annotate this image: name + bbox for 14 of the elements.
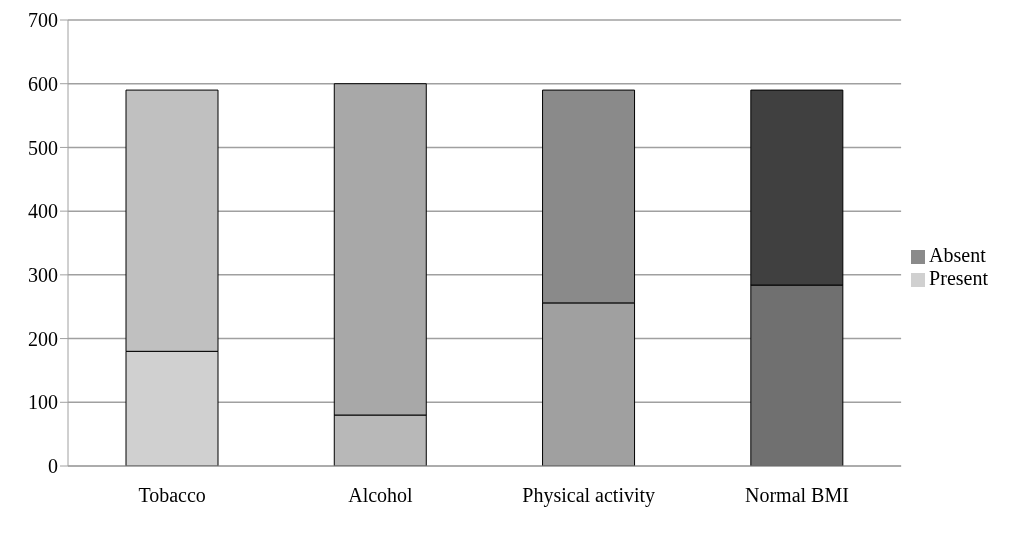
x-tick-label: Tobacco: [138, 484, 206, 507]
y-tick-label: 600: [28, 72, 58, 95]
y-tick-label: 400: [28, 200, 58, 223]
y-tick-label: 200: [28, 327, 58, 350]
y-tick-label: 0: [48, 455, 58, 478]
y-tick-label: 100: [28, 391, 58, 414]
y-tick-label: 700: [28, 9, 58, 32]
legend-label: Present: [929, 267, 988, 289]
x-tick-label: Physical activity: [522, 484, 656, 508]
y-tick-label: 300: [28, 263, 58, 286]
legend-label: Absent: [929, 244, 986, 266]
x-tick-label: Normal BMI: [745, 484, 849, 507]
y-tick-label: 500: [28, 136, 58, 159]
x-tick-label: Alcohol: [348, 484, 414, 507]
